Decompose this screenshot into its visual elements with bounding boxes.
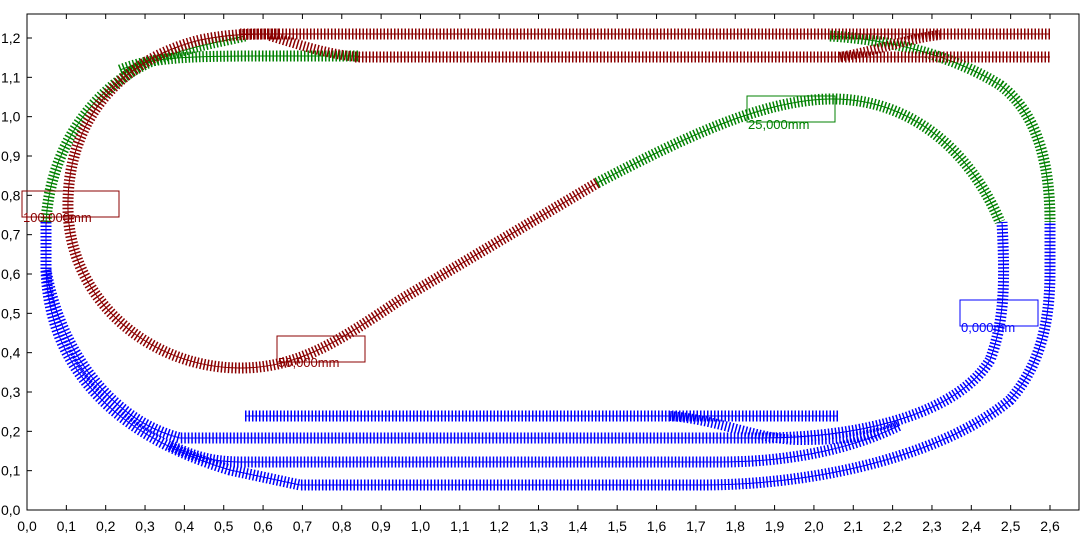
x-tick-label: 2,0: [804, 518, 824, 533]
height-label-100mm-text: 100,000mm: [23, 210, 92, 225]
x-tick-label: 2,5: [1001, 518, 1021, 533]
blue-turnout[interactable]: [669, 411, 882, 446]
x-tick-label: 2,3: [922, 518, 942, 533]
y-tick-label: 0,1: [1, 463, 21, 479]
y-tick-label: 0,6: [1, 266, 21, 282]
plot-frame: [26, 13, 1080, 511]
track-level-0mm: [40, 221, 1056, 491]
x-tick-label: 0,3: [135, 518, 155, 533]
x-tick-label: 0,4: [175, 518, 195, 533]
x-tick-label: 0,8: [332, 518, 352, 533]
x-tick-label: 1,6: [647, 518, 667, 533]
x-tick-label: 0,0: [17, 518, 37, 533]
x-tick-label: 2,2: [883, 518, 903, 533]
height-label-50mm-text: 50,000mm: [278, 355, 339, 370]
x-tick-label: 1,2: [489, 518, 509, 533]
x-tick-label: 0,9: [371, 518, 391, 533]
x-tick-label: 0,1: [57, 518, 77, 533]
x-tick-label: 2,4: [962, 518, 982, 533]
x-tick-label: 0,5: [214, 518, 234, 533]
y-tick-label: 0,0: [1, 502, 21, 518]
red-crossover-left[interactable]: [268, 31, 361, 62]
height-label-25mm-text: 25,000mm: [748, 117, 809, 132]
track-level-25mm: [40, 30, 1056, 225]
y-tick-label: 0,8: [1, 187, 21, 203]
y-tick-label: 0,7: [1, 227, 21, 243]
y-tick-label: 0,2: [1, 423, 21, 439]
x-tick-label: 0,2: [96, 518, 116, 533]
x-tick-label: 1,8: [725, 518, 745, 533]
y-tick-label: 1,0: [1, 109, 21, 125]
height-label-0mm-text: 0,000mm: [961, 320, 1015, 335]
x-tick-label: 1,4: [568, 518, 588, 533]
height-label-100mm[interactable]: 100,000mm: [21, 190, 120, 225]
x-tick-label: 1,9: [765, 518, 785, 533]
y-axis-ticks: 0,0 0,1 0,2 0,3 0,4 0,5 0,6 0,7 0,8 0,9 1,0 1,1 1,2: [1, 30, 32, 518]
x-tick-label: 1,1: [450, 518, 470, 533]
x-axis-ticks: 0,0 0,1 0,2 0,3 0,4 0,5 0,6 0,7 0,8 0,9 1,0 1,1 1,2 1…: [17, 14, 1060, 533]
y-tick-label: 0,9: [1, 148, 21, 164]
y-tick-label: 0,3: [1, 384, 21, 400]
height-label-0mm[interactable]: 0,000mm: [959, 299, 1039, 335]
y-tick-label: 0,5: [1, 305, 21, 321]
x-tick-label: 1,5: [607, 518, 627, 533]
x-tick-label: 2,1: [844, 518, 864, 533]
y-tick-label: 0,4: [1, 345, 21, 361]
x-tick-label: 0,7: [293, 518, 313, 533]
height-label-50mm[interactable]: 50,000mm: [276, 335, 366, 370]
x-tick-label: 1,3: [529, 518, 549, 533]
x-tick-label: 1,0: [411, 518, 431, 533]
x-tick-label: 1,7: [686, 518, 706, 533]
x-tick-label: 2,6: [1040, 518, 1060, 533]
x-tick-label: 0,6: [253, 518, 273, 533]
y-tick-label: 1,2: [1, 30, 21, 46]
y-tick-label: 1,1: [1, 69, 21, 85]
height-label-25mm[interactable]: 25,000mm: [746, 95, 836, 132]
track-level-50mm: [62, 28, 1050, 374]
